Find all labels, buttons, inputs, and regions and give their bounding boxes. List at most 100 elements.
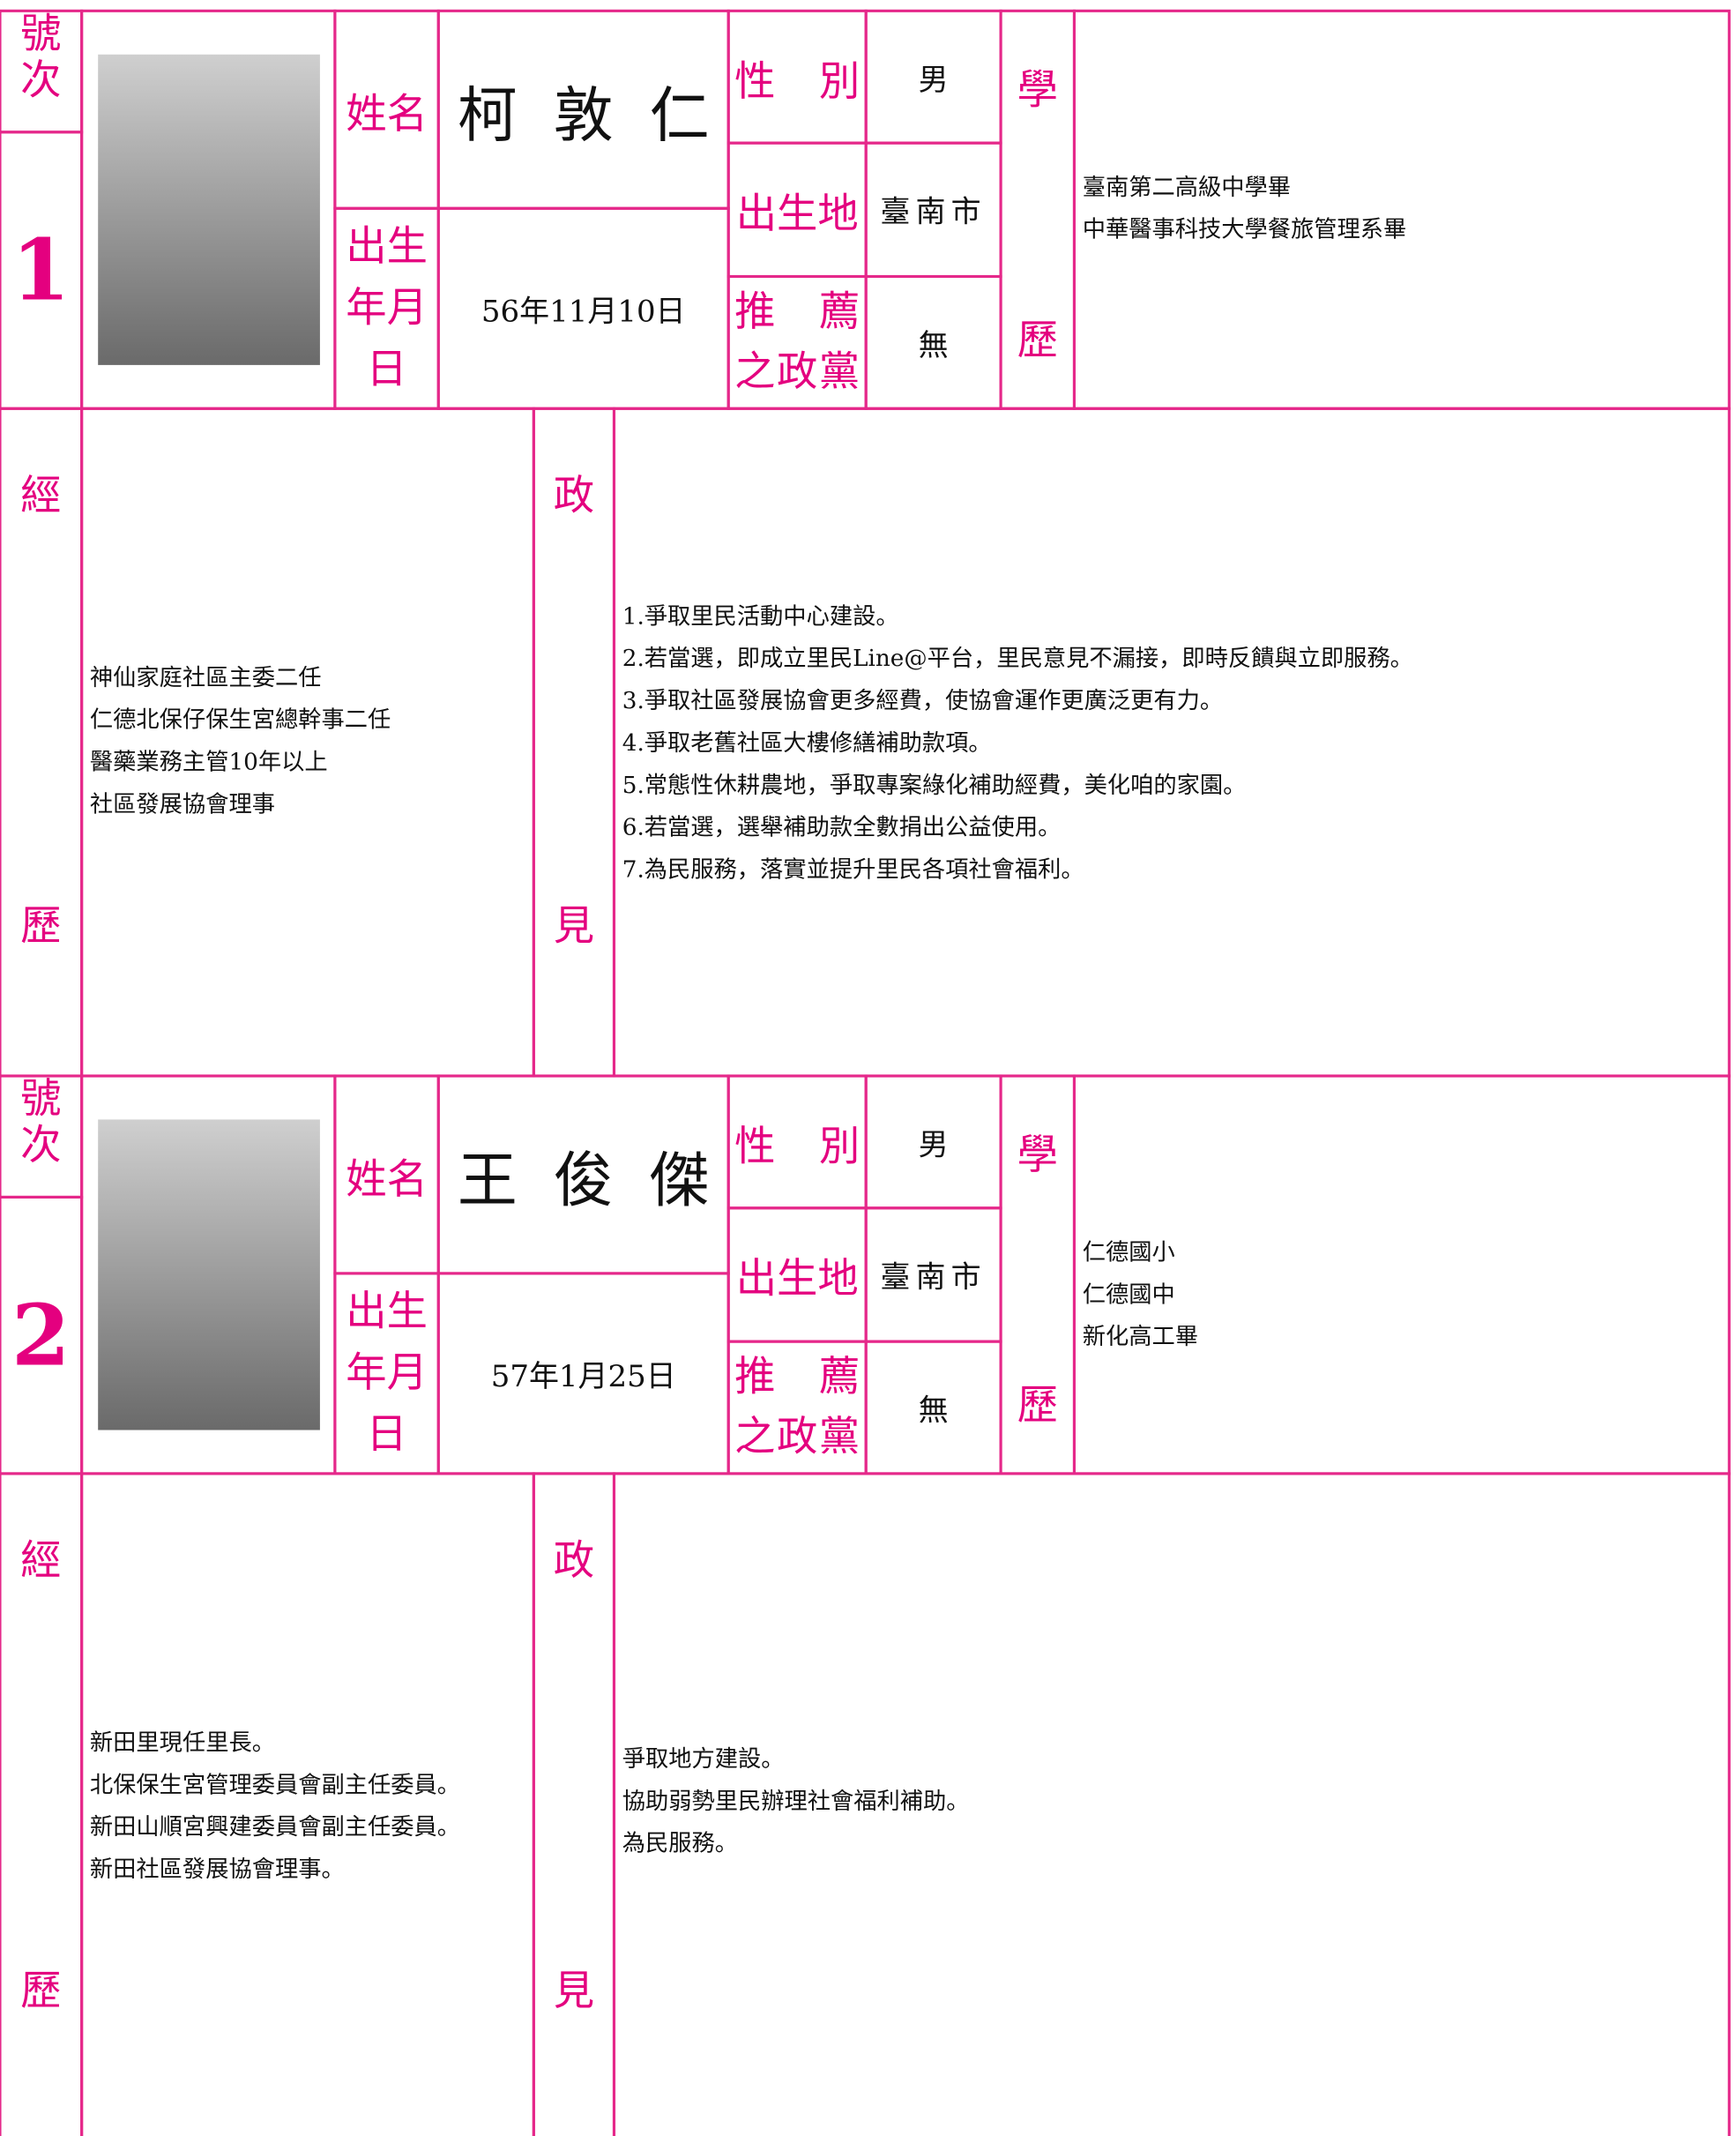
label-char: 見 — [553, 902, 595, 951]
birthdate-label: 出生年月日 — [333, 1272, 440, 1475]
experience-line: 神仙家庭社區主委二任 — [89, 664, 322, 692]
birthdate: 57年1月25日 — [490, 1359, 676, 1394]
label-char: 歷 — [1017, 1382, 1058, 1430]
birthdate-cell: 57年1月25日 — [436, 1272, 730, 1475]
platform-line: 2.若當選，即成立里民Line@平台，里民意見不漏接，即時反饋與立即服務。 — [622, 645, 1413, 673]
education-line: 新化高工畢 — [1082, 1324, 1198, 1351]
label-line: 之政黨 — [734, 1413, 861, 1461]
platform-cell: 爭取地方建設。 協助弱勢里民辦理社會福利補助。 為民服務。 — [612, 1472, 1731, 2136]
label-char: 次 — [20, 1122, 62, 1170]
label: 出生地 — [735, 1255, 859, 1303]
label-char: 見 — [553, 1968, 595, 2016]
experience-label: 經歷 — [0, 1472, 84, 2136]
birthplace: 臺南市 — [880, 1261, 987, 1296]
label: 出生年月日 — [346, 1288, 428, 1459]
number: 1 — [0, 131, 84, 410]
label-char: 歷 — [20, 1968, 62, 2016]
gender-label: 性別 — [726, 9, 868, 145]
label-char: 次 — [20, 56, 62, 105]
photo-cell — [80, 9, 337, 410]
experience-line: 醫藥業務主管10年以上 — [89, 749, 328, 777]
education-line: 仁德國小 — [1082, 1239, 1175, 1267]
label-line: 之政黨 — [734, 347, 861, 396]
education-label: 學歷 — [999, 1074, 1076, 1475]
gender-cell: 男 — [864, 1074, 1002, 1210]
photo — [97, 54, 320, 365]
experience-cell: 神仙家庭社區主委二任仁德北保仔保生宮總幹事二任 醫藥業務主管10年以上 社區發展協會… — [80, 407, 535, 1078]
label: 姓名 — [346, 90, 428, 138]
platform-line: 3.爭取社區發展協會更多經費，使協會運作更廣泛更有力。 — [622, 687, 1224, 715]
gender: 男 — [918, 63, 949, 99]
birthplace-label: 出生地 — [726, 1206, 868, 1343]
party-cell: 無 — [864, 1340, 1002, 1475]
platform-line: 6.若當選，選舉補助款全數捐出公益使用。 — [622, 814, 1062, 842]
platform-line: 7.為民服務，落實並提升里民各項社會福利。 — [622, 856, 1084, 885]
education-cell: 仁德國小仁德國中新化高工畢 — [1072, 1074, 1731, 1475]
party-cell: 無 — [864, 274, 1002, 410]
birthplace-cell: 臺南市 — [864, 141, 1002, 279]
photo — [97, 1119, 320, 1430]
birthplace-cell: 臺南市 — [864, 1206, 1002, 1343]
label-char: 政 — [553, 1537, 595, 1586]
birthdate-label: 出生年月日 — [333, 206, 440, 410]
experience-line: 北保保生宮管理委員會副主任委員。 — [89, 1772, 460, 1800]
label-char: 歷 — [20, 902, 62, 951]
experience-line: 仁德北保仔保生宮總幹事二任 — [89, 706, 391, 735]
label-char: 號 — [20, 11, 62, 59]
label-char: 學 — [1017, 1131, 1058, 1180]
label-char: 號 — [20, 1075, 62, 1124]
label-line: 推薦 — [734, 288, 861, 336]
birthplace: 臺南市 — [880, 196, 987, 230]
number-label: 號次 — [0, 1074, 84, 1199]
label-char: 經 — [20, 1537, 62, 1586]
education-line: 仁德國中 — [1082, 1281, 1175, 1310]
candidate-number: 2 — [11, 1285, 71, 1385]
experience-label: 經歷 — [0, 407, 84, 1078]
platform-cell: 1.爭取里民活動中心建設。 2.若當選，即成立里民Line@平台，里民意見不漏接，… — [612, 407, 1731, 1078]
experience-line: 社區發展協會理事 — [89, 791, 275, 819]
name-cell: 柯敦仁 — [436, 9, 730, 210]
label-char: 歷 — [1017, 317, 1058, 365]
birthdate: 56年11月10日 — [481, 295, 686, 329]
education-label: 學歷 — [999, 9, 1076, 410]
gender: 男 — [918, 1129, 949, 1163]
platform-line: 5.常態性休耕農地，爭取專案綠化補助經費，美化咱的家園。 — [622, 772, 1247, 800]
name-label: 姓名 — [333, 1074, 440, 1275]
platform-line: 為民服務。 — [622, 1830, 739, 1858]
experience-line: 新田山順宮興建委員會副主任委員。 — [89, 1814, 460, 1841]
gender-label: 性別 — [726, 1074, 868, 1210]
candidate-name: 柯敦仁 — [457, 80, 710, 151]
platform-line: 1.爭取里民活動中心建設。 — [622, 603, 899, 631]
platform-line: 爭取地方建設。 — [622, 1745, 785, 1774]
candidate-name: 王俊傑 — [457, 1146, 710, 1216]
label-line: 推薦 — [734, 1353, 861, 1401]
name-label: 姓名 — [333, 9, 440, 210]
experience-line: 新田社區發展協會理事。 — [89, 1856, 345, 1884]
label: 出生年月日 — [346, 223, 428, 394]
candidate-number: 1 — [11, 220, 71, 320]
number: 2 — [0, 1195, 84, 1475]
label: 出生地 — [735, 190, 859, 239]
platform-label: 政見 — [532, 1472, 616, 2136]
platform-line: 4.爭取老舊社區大樓修繕補助款項。 — [622, 729, 992, 758]
education-cell: 臺南第二高級中學畢中華醫事科技大學餐旅管理系畢 — [1072, 9, 1731, 410]
education-line: 中華醫事科技大學餐旅管理系畢 — [1082, 216, 1407, 244]
photo-cell — [80, 1074, 337, 1475]
number-label: 號次 — [0, 9, 84, 134]
name-cell: 王俊傑 — [436, 1074, 730, 1275]
platform-label: 政見 — [532, 407, 616, 1078]
birthplace-label: 出生地 — [726, 141, 868, 279]
party: 無 — [918, 328, 949, 363]
experience-cell: 新田里現任里長。北保保生宮管理委員會副主任委員。 新田山順宮興建委員會副主任委員。… — [80, 1472, 535, 2136]
birthdate-cell: 56年11月10日 — [436, 206, 730, 410]
experience-line: 新田里現任里長。 — [89, 1729, 275, 1758]
party: 無 — [918, 1393, 949, 1429]
label-char: 經 — [20, 472, 62, 520]
education-line: 臺南第二高級中學畢 — [1082, 174, 1291, 202]
party-label: 推薦 之政黨 — [726, 1340, 868, 1475]
label: 性別 — [734, 1123, 861, 1171]
label: 性別 — [734, 57, 861, 106]
party-label: 推薦 之政黨 — [726, 274, 868, 410]
